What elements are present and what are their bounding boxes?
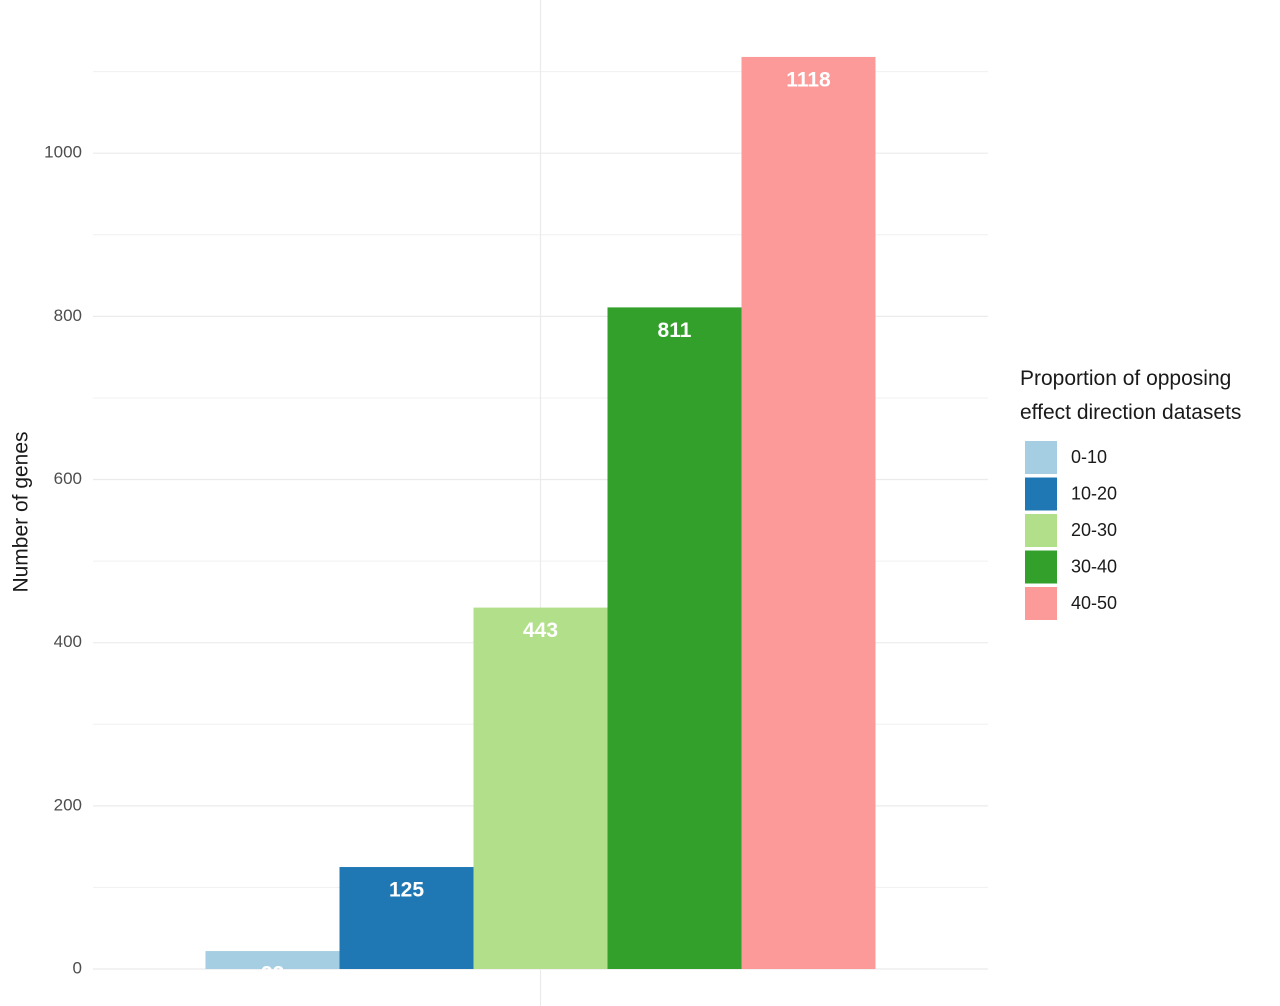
legend-label: 10-20 (1071, 483, 1117, 503)
y-tick-label: 200 (54, 795, 82, 814)
legend-key (1025, 441, 1057, 474)
bar (339, 867, 474, 969)
bars: 22 125 443 811 1118 (205, 56, 876, 986)
y-tick-label: 1000 (44, 143, 82, 162)
legend-key (1025, 550, 1057, 584)
value-label: 125 (389, 879, 424, 902)
y-tick-label: 800 (54, 306, 82, 325)
legend-key (1025, 587, 1057, 620)
value-label: 811 (658, 319, 692, 342)
y-tick-label: 600 (54, 469, 82, 488)
y-tick-label: 0 (73, 958, 82, 977)
value-label: 443 (523, 619, 558, 642)
bar (473, 607, 608, 969)
bar (607, 307, 742, 969)
value-label: 22 (261, 963, 284, 986)
bar (741, 56, 876, 969)
legend-label: 20-30 (1071, 520, 1117, 540)
bar (205, 951, 340, 969)
legend-label: 30-40 (1071, 556, 1117, 576)
y-tick-label: 400 (54, 632, 82, 651)
legend-key (1025, 514, 1057, 547)
legend-title: Proportion of opposing effect direction … (1020, 367, 1242, 424)
value-label: 1118 (786, 68, 831, 91)
legend-key (1025, 477, 1057, 511)
legend-label: 0-10 (1071, 447, 1107, 467)
y-axis-label: Number of genes (10, 431, 33, 592)
legend-label: 40-50 (1071, 593, 1117, 613)
